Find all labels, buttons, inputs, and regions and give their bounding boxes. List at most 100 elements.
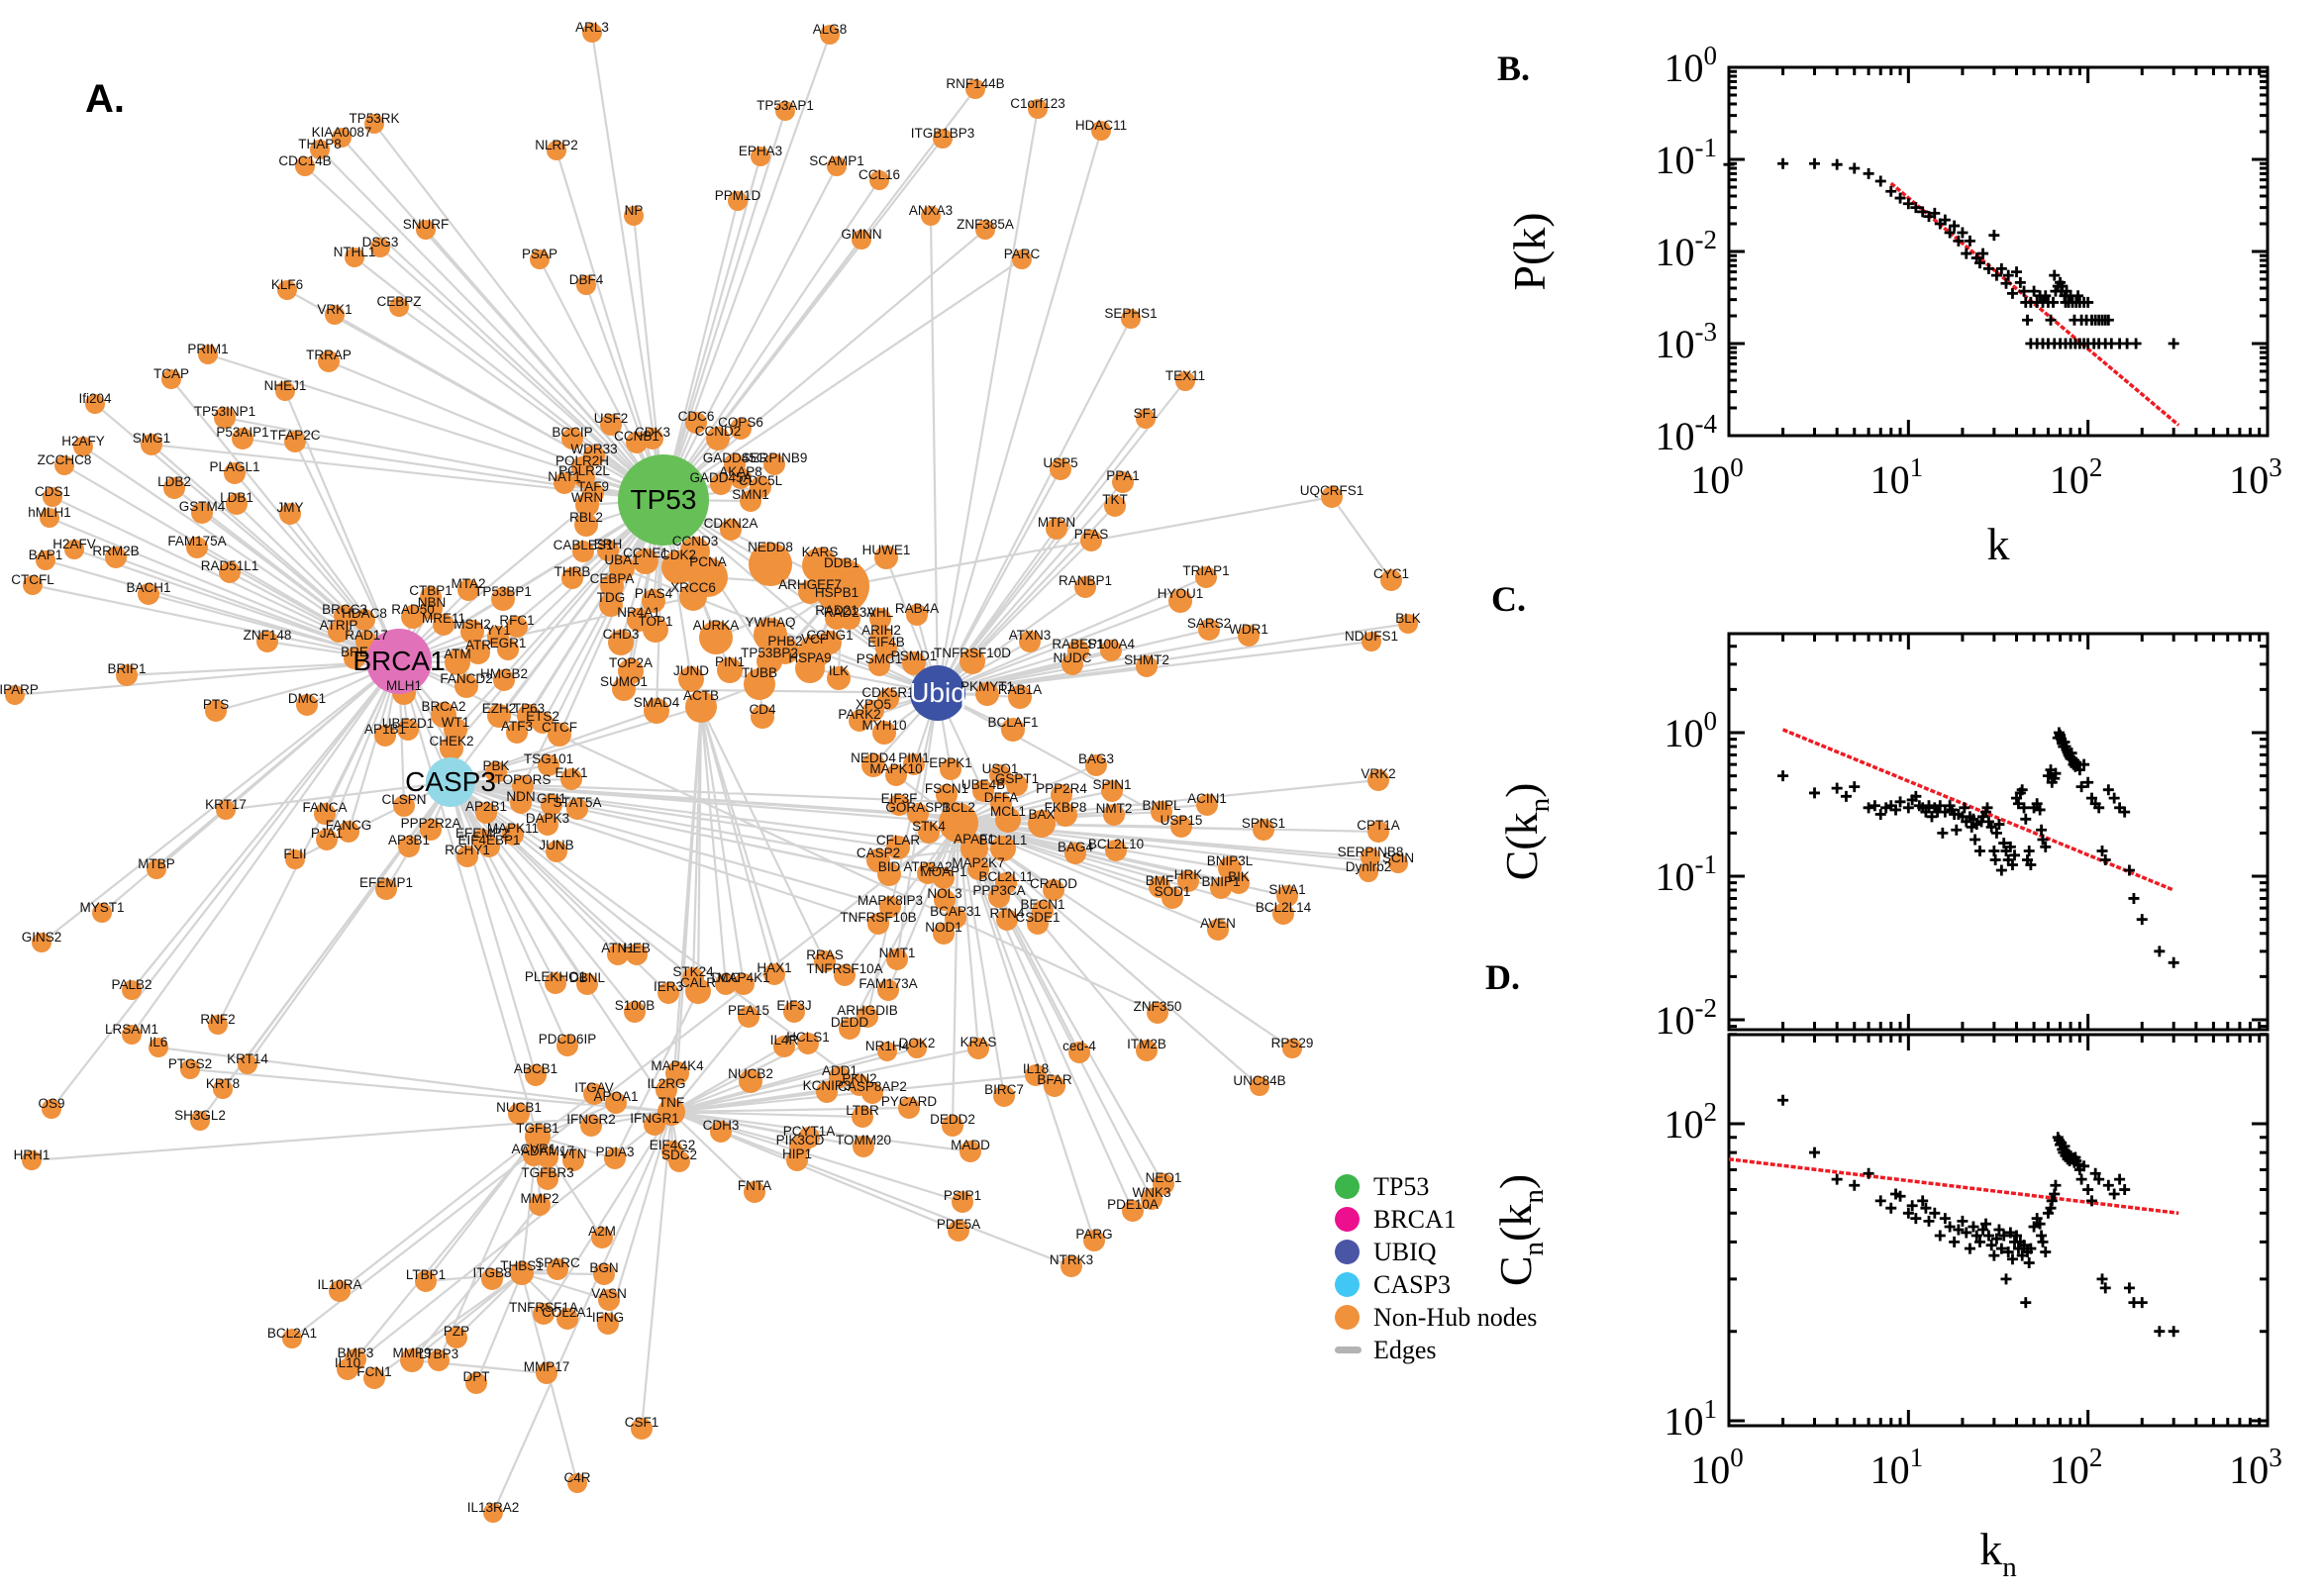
network-node[interactable] xyxy=(560,768,582,790)
network-node[interactable] xyxy=(1028,99,1048,119)
network-node[interactable] xyxy=(537,1168,558,1190)
network-node[interactable] xyxy=(1367,769,1389,791)
network-node[interactable] xyxy=(839,1018,860,1040)
network-node[interactable] xyxy=(256,631,278,652)
network-node[interactable] xyxy=(478,836,500,857)
network-node[interactable] xyxy=(567,1473,587,1493)
network-node[interactable] xyxy=(1054,803,1077,827)
network-node[interactable] xyxy=(773,1036,795,1057)
network-node[interactable] xyxy=(656,1079,677,1101)
network-node[interactable] xyxy=(644,698,669,724)
network-node[interactable] xyxy=(1380,569,1402,591)
network-node[interactable] xyxy=(886,836,910,859)
network-node[interactable] xyxy=(214,407,236,429)
network-node[interactable] xyxy=(853,1136,874,1157)
network-node[interactable] xyxy=(1141,1188,1162,1210)
network-node[interactable] xyxy=(933,867,955,889)
network-node[interactable] xyxy=(599,593,623,617)
network-node[interactable] xyxy=(591,1227,613,1248)
network-node[interactable] xyxy=(834,964,856,986)
network-node[interactable] xyxy=(608,630,634,655)
network-node[interactable] xyxy=(839,608,860,630)
network-node[interactable] xyxy=(678,666,704,692)
hub-node-tp53[interactable] xyxy=(618,454,709,546)
network-node[interactable] xyxy=(180,1059,200,1079)
network-node[interactable] xyxy=(493,669,515,691)
network-node[interactable] xyxy=(607,944,629,965)
network-node[interactable] xyxy=(574,513,598,537)
network-node[interactable] xyxy=(92,903,112,923)
network-node[interactable] xyxy=(1207,919,1229,941)
network-node[interactable] xyxy=(942,1115,963,1137)
network-node[interactable] xyxy=(972,780,994,802)
network-node[interactable] xyxy=(487,704,511,728)
network-node[interactable] xyxy=(334,605,355,627)
network-node[interactable] xyxy=(1028,810,1056,838)
network-node[interactable] xyxy=(818,631,842,654)
network-node[interactable] xyxy=(907,803,929,825)
network-node[interactable] xyxy=(795,653,825,683)
network-node[interactable] xyxy=(1051,784,1072,806)
network-node[interactable] xyxy=(401,605,425,629)
network-node[interactable] xyxy=(1001,718,1025,742)
network-node[interactable] xyxy=(537,1147,558,1168)
network-node[interactable] xyxy=(600,414,622,436)
network-node[interactable] xyxy=(679,583,707,611)
network-node[interactable] xyxy=(532,712,554,734)
network-node[interactable] xyxy=(186,537,208,558)
network-node[interactable] xyxy=(445,649,470,675)
network-node[interactable] xyxy=(633,549,658,574)
network-node[interactable] xyxy=(877,1042,897,1061)
network-node[interactable] xyxy=(446,1327,467,1348)
network-node[interactable] xyxy=(960,835,988,862)
network-node[interactable] xyxy=(827,156,847,176)
network-node[interactable] xyxy=(1272,903,1294,925)
network-node[interactable] xyxy=(285,849,305,869)
network-node[interactable] xyxy=(1153,1173,1174,1195)
network-node[interactable] xyxy=(1228,872,1250,894)
network-node[interactable] xyxy=(933,923,955,945)
network-node[interactable] xyxy=(224,462,246,484)
network-node[interactable] xyxy=(191,502,213,524)
network-node[interactable] xyxy=(64,540,84,559)
network-node[interactable] xyxy=(1046,518,1067,540)
network-node[interactable] xyxy=(374,725,396,747)
network-node[interactable] xyxy=(205,700,227,722)
network-node[interactable] xyxy=(1168,589,1192,613)
network-node[interactable] xyxy=(525,1064,547,1086)
network-node[interactable] xyxy=(605,1092,627,1114)
network-node[interactable] xyxy=(624,206,644,226)
network-node[interactable] xyxy=(554,472,575,494)
network-node[interactable] xyxy=(282,1329,302,1348)
network-node[interactable] xyxy=(561,428,583,449)
network-node[interactable] xyxy=(190,1111,210,1131)
network-node[interactable] xyxy=(1359,862,1378,882)
network-node[interactable] xyxy=(597,1313,619,1335)
network-node[interactable] xyxy=(329,1280,351,1302)
network-node[interactable] xyxy=(363,1367,385,1389)
network-node[interactable] xyxy=(874,546,898,569)
network-node[interactable] xyxy=(1019,631,1041,652)
network-node[interactable] xyxy=(421,598,443,620)
network-node[interactable] xyxy=(1321,486,1343,508)
network-node[interactable] xyxy=(318,350,340,372)
network-node[interactable] xyxy=(536,1362,557,1384)
network-node[interactable] xyxy=(744,668,775,700)
network-node[interactable] xyxy=(295,156,315,176)
network-node[interactable] xyxy=(1388,853,1408,873)
network-node[interactable] xyxy=(657,1098,685,1126)
network-node[interactable] xyxy=(720,519,742,541)
network-node[interactable] xyxy=(728,191,748,211)
network-node[interactable] xyxy=(710,473,732,495)
network-node[interactable] xyxy=(1061,653,1083,675)
network-node[interactable] xyxy=(279,503,301,525)
network-node[interactable] xyxy=(715,973,737,995)
network-node[interactable] xyxy=(857,1006,878,1028)
network-node[interactable] xyxy=(940,758,961,780)
network-node[interactable] xyxy=(354,609,375,631)
network-node[interactable] xyxy=(1177,870,1199,892)
network-node[interactable] xyxy=(556,1035,578,1056)
network-node[interactable] xyxy=(1100,640,1122,661)
network-node[interactable] xyxy=(393,795,415,817)
network-node[interactable] xyxy=(1147,1002,1168,1024)
